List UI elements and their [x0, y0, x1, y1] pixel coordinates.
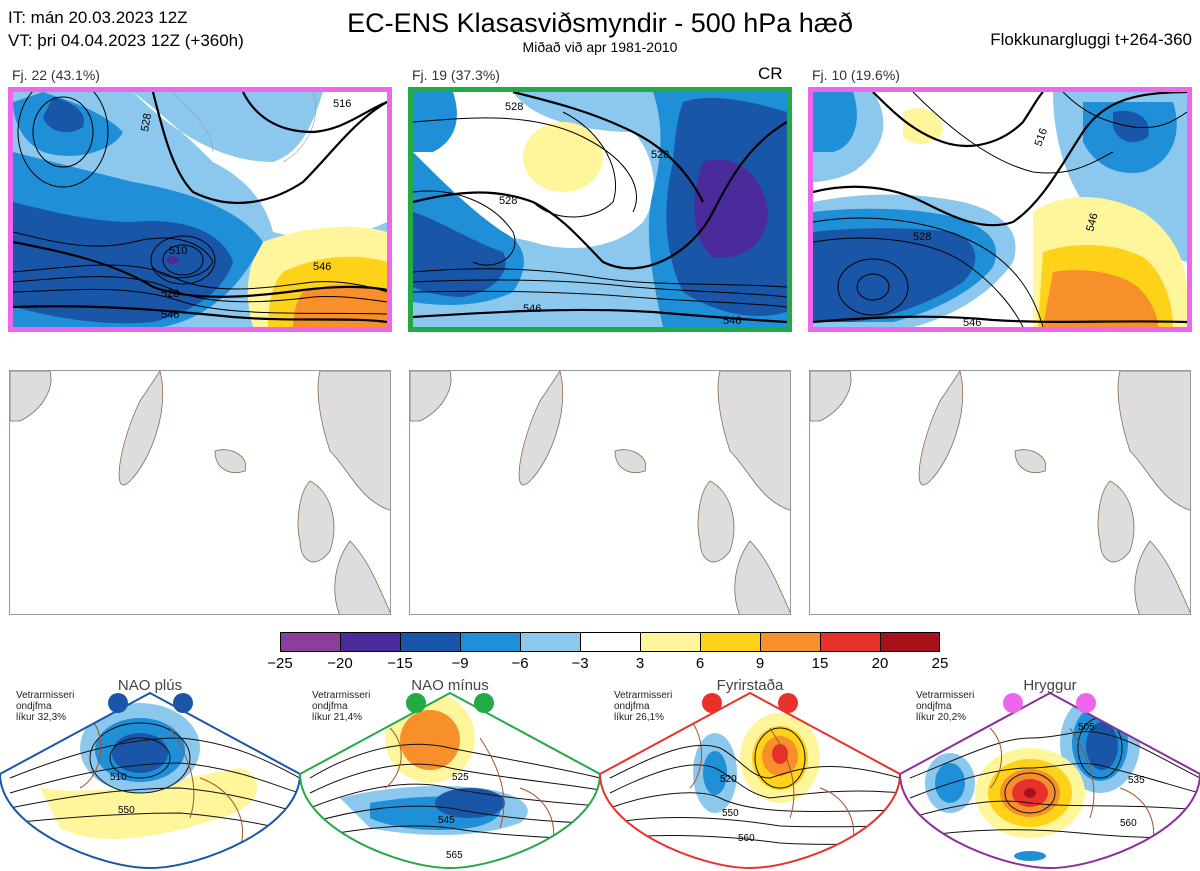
contour-label: 528	[913, 231, 931, 243]
regime-nao-minus-frame	[298, 691, 602, 870]
contour-label: 510	[169, 245, 187, 257]
colorbar-cell	[640, 632, 700, 652]
colorbar-tick-label: −25	[267, 655, 293, 672]
colorbar-cell	[340, 632, 400, 652]
colorbar-tick-label: 25	[931, 655, 949, 672]
regime-nao-minus-field	[309, 693, 600, 854]
regime-nao-plus-marker	[108, 693, 128, 713]
cluster-2-label: Fj. 19 (37.3%)	[412, 67, 500, 83]
empty-map-1-land	[10, 371, 390, 614]
page-subtitle: Miðað við apr 1981-2010	[522, 39, 678, 55]
regime-nao-minus-note: Vetrarmisseri ondjfma líkur 21,4%	[312, 690, 371, 723]
contour-label: 560	[1120, 818, 1137, 829]
regime-blocking-marker	[702, 693, 722, 713]
page-title: EC-ENS Klasasviðsmyndir - 500 hPa hæð	[347, 8, 853, 38]
regime-maps: 510 550 525 545 565	[0, 691, 1200, 870]
contour-label: 528	[499, 195, 517, 207]
contour-label: 550	[118, 805, 135, 816]
cluster-3-map[interactable]: 528 546 516 546	[808, 87, 1192, 332]
cluster-1-anomaly-field: 510 528 546 516 528 546	[13, 92, 387, 327]
colorbar-cell	[400, 632, 460, 652]
contour-label: 546	[161, 309, 179, 321]
cluster-3-label: Fj. 10 (19.6%)	[812, 67, 900, 83]
colorbar-cell	[820, 632, 880, 652]
contour-label: 516	[333, 98, 351, 110]
cluster-2-badge: CR	[758, 64, 783, 83]
colorbar-tick-label: −20	[327, 655, 353, 672]
regime-nao-plus-field	[9, 703, 300, 849]
empty-map-2-land	[410, 371, 790, 614]
regime-nao-plus-frame	[0, 691, 302, 870]
contour-label: 545	[438, 815, 455, 826]
regime-ridge-frame	[898, 691, 1200, 870]
colorbar-tick-label: 3	[635, 655, 645, 672]
regime-blocking-field	[609, 713, 900, 854]
regime-blocking-marker	[778, 693, 798, 713]
regime-blocking-frame	[598, 691, 902, 870]
colorbar-cell	[280, 632, 340, 652]
contour-label: 546	[963, 317, 981, 327]
contour-label: 535	[1128, 775, 1145, 786]
regime-ridge-note: Vetrarmisseri ondjfma líkur 20,2%	[916, 690, 975, 723]
run-info: IT: mán 20.03.2023 12Z VT: þri 04.04.202…	[8, 6, 244, 52]
contour-label: 546	[523, 303, 541, 315]
cluster-3-anomaly-field: 528 546 516 546	[813, 92, 1187, 327]
colorbar-tick-label: −15	[387, 655, 413, 672]
colorbar-tick-label: 9	[755, 655, 765, 672]
contour-label: 560	[738, 833, 755, 844]
valid-time: VT: þri 04.04.2023 12Z (+360h)	[8, 31, 244, 50]
contour-label: 528	[505, 101, 523, 113]
contour-label: 546	[723, 315, 741, 327]
colorbar-cell	[520, 632, 580, 652]
contour-label: 516	[1033, 127, 1051, 148]
cluster-2-map[interactable]: 528 546 528 528 546	[408, 87, 792, 332]
classification-window: Flokkunargluggi t+264-360	[990, 30, 1192, 49]
contour-label: 528	[651, 149, 669, 161]
colorbar-cell	[760, 632, 820, 652]
empty-map-3	[809, 370, 1191, 615]
regime-row: 510 550 525 545 565	[0, 678, 1200, 871]
regime-nao-plus-marker	[173, 693, 193, 713]
regime-nao-plus-note: Vetrarmisseri ondjfma líkur 32,3%	[16, 690, 75, 723]
contour-label: 528	[161, 288, 179, 300]
regime-nao-minus-marker	[406, 693, 426, 713]
colorbar-tick-label: −6	[511, 655, 529, 672]
regime-nao-minus-marker	[474, 693, 494, 713]
contour-label: 528	[139, 112, 154, 132]
regime-nao-plus-title: NAO plús	[117, 677, 183, 694]
contour-label: 510	[110, 772, 127, 783]
contour-label: 550	[722, 808, 739, 819]
colorbar-cell	[880, 632, 940, 652]
regime-ridge-title: Hryggur	[1023, 677, 1077, 694]
empty-map-1	[9, 370, 391, 615]
contour-label: 505	[1078, 722, 1095, 733]
colorbar-cell	[460, 632, 520, 652]
empty-map-3-land	[810, 371, 1190, 614]
colorbar-tick-label: −3	[571, 655, 589, 672]
contour-label: 565	[446, 850, 463, 861]
colorbar-tick-label: 20	[871, 655, 889, 672]
initial-time: IT: mán 20.03.2023 12Z	[8, 8, 188, 27]
regime-ridge-marker	[1076, 693, 1096, 713]
cluster-1-map[interactable]: 510 528 546 516 528 546	[8, 87, 392, 332]
colorbar-tick-label: 6	[695, 655, 705, 672]
colorbar-tick-label: 15	[811, 655, 829, 672]
colorbar-cell	[580, 632, 640, 652]
cluster-1-label: Fj. 22 (43.1%)	[12, 67, 100, 83]
colorbar-cell	[700, 632, 760, 652]
regime-blocking-note: Vetrarmisseri ondjfma líkur 26,1%	[614, 690, 673, 723]
regime-nao-minus-title: NAO mínus	[411, 677, 489, 694]
colorbar-tick-label: −9	[451, 655, 469, 672]
contour-label: 525	[452, 772, 469, 783]
empty-map-2	[409, 370, 791, 615]
cluster-2-anomaly-field: 528 546 528 528 546	[413, 92, 787, 327]
contour-label: 520	[720, 774, 737, 785]
regime-ridge-marker	[1003, 693, 1023, 713]
regime-blocking-title: Fyrirstaða	[716, 677, 784, 694]
contour-label: 546	[1084, 212, 1100, 233]
contour-label: 546	[313, 261, 331, 273]
